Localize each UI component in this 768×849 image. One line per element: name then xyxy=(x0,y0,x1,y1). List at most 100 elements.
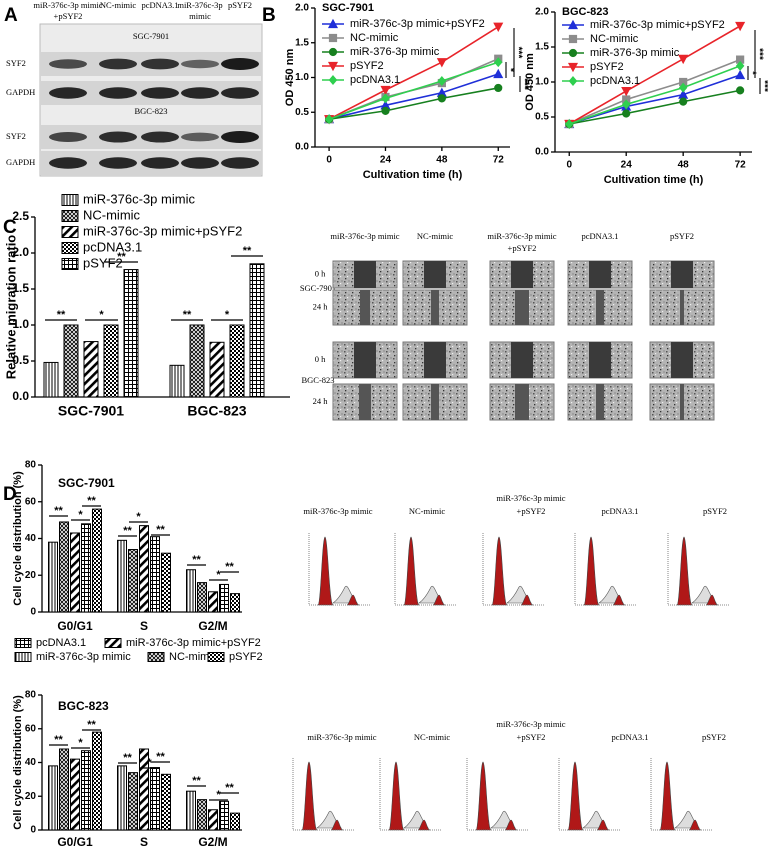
blot-band xyxy=(141,157,179,169)
marker xyxy=(327,61,339,72)
chart-title: BGC-823 xyxy=(58,699,109,713)
flow-column-label: NC-mimic xyxy=(414,732,451,742)
bar xyxy=(81,750,91,831)
legend-label: pcDNA3.1 xyxy=(36,637,86,649)
y-tick-label: 20 xyxy=(25,791,37,802)
y-tick-label: 40 xyxy=(25,533,37,544)
wound-group-label: SGC-7901 xyxy=(300,283,336,293)
y-tick-label: 80 xyxy=(25,690,37,701)
bar xyxy=(249,263,265,398)
x-tick-label: 72 xyxy=(493,155,505,166)
wound-gap xyxy=(680,290,684,325)
flow-g2-peak xyxy=(417,819,431,831)
legend-label: miR-376c-3p mimic xyxy=(83,191,195,206)
wound-row-label: 24 h xyxy=(313,301,329,311)
wound-gap xyxy=(424,342,446,378)
y-tick-label: 60 xyxy=(25,723,37,734)
flow-g2-peak xyxy=(504,819,518,831)
x-tick-label: 72 xyxy=(735,160,747,171)
significance-label: ** xyxy=(192,554,201,566)
flow-g1-peak xyxy=(659,761,676,831)
y-tick-label: 0.0 xyxy=(295,142,309,153)
marker xyxy=(567,19,579,30)
marker xyxy=(622,109,631,118)
y-axis-label: Cell cycle distribution (%) xyxy=(12,695,24,830)
marker xyxy=(328,33,338,43)
significance-label: *** xyxy=(518,78,529,90)
marker xyxy=(568,76,578,86)
bar xyxy=(63,324,79,398)
legend-label: pcDNA3.1 xyxy=(590,75,640,87)
wound-gap xyxy=(511,342,533,378)
bar xyxy=(161,552,171,613)
blot-section-title: BGC-823 xyxy=(134,106,167,116)
blot-band xyxy=(141,131,179,143)
significance-label: * xyxy=(136,511,141,523)
flow-axes xyxy=(650,758,713,831)
wound-gap xyxy=(431,384,439,420)
bar xyxy=(230,812,240,831)
series-line xyxy=(568,58,741,125)
bar xyxy=(150,767,160,831)
bar xyxy=(123,269,139,398)
significance-label: * xyxy=(216,569,221,581)
bar xyxy=(229,324,245,398)
blot-column-label: +pSYF2 xyxy=(54,11,83,21)
significance-label: ** xyxy=(54,734,63,746)
flow-g2-peak xyxy=(705,594,719,606)
blot-band xyxy=(181,132,219,142)
bar xyxy=(219,583,229,613)
bar xyxy=(48,541,58,613)
wound-column-label: miR-376c-3p mimic xyxy=(487,231,556,241)
bar xyxy=(197,799,207,831)
flow-g2-peak xyxy=(520,594,534,606)
wound-gap xyxy=(511,261,533,288)
bar xyxy=(128,772,138,831)
wound-gap xyxy=(515,290,529,325)
legend-label: miR-376c-3p mimic+pSYF2 xyxy=(590,19,725,31)
chart-title: BGC-823 xyxy=(562,6,608,18)
significance-label: ** xyxy=(225,561,234,573)
x-axis-label: Cultivation time (h) xyxy=(363,169,463,181)
y-axis-label: OD 450 nm xyxy=(524,53,536,111)
y-tick-label: 0.5 xyxy=(295,107,309,118)
legend-label: pSYF2 xyxy=(590,61,624,73)
blot-row-label: GAPDH xyxy=(6,87,35,97)
significance-label: * xyxy=(78,509,83,521)
x-tick-label: BGC-823 xyxy=(187,403,246,419)
marker xyxy=(678,54,689,65)
marker xyxy=(621,87,632,97)
significance-label: *** xyxy=(753,48,764,60)
y-tick-label: 2.5 xyxy=(12,209,29,223)
blot-column-label: miR-376c-3p xyxy=(177,0,222,10)
wound-gap xyxy=(360,290,370,325)
y-tick-label: 0.5 xyxy=(12,353,29,367)
y-tick-label: 1.5 xyxy=(295,37,309,48)
series-line xyxy=(328,26,499,120)
significance-label: ** xyxy=(123,525,132,537)
marker xyxy=(678,82,688,93)
x-tick-label: SGC-7901 xyxy=(58,403,124,419)
significance-label: * xyxy=(78,737,83,749)
blot-band xyxy=(99,157,137,169)
wound-row-label: 24 h xyxy=(313,396,329,406)
y-tick-label: 2.0 xyxy=(295,3,309,14)
significance-label: * xyxy=(216,789,221,801)
series-line xyxy=(569,74,741,125)
flow-g2-peak xyxy=(596,819,610,831)
marker xyxy=(735,69,746,80)
significance-label: *** xyxy=(512,47,523,59)
legend-label: pSYF2 xyxy=(350,60,384,72)
bar xyxy=(150,536,160,613)
marker xyxy=(564,119,574,129)
blot-band xyxy=(99,58,137,70)
significance-label: ** xyxy=(57,309,66,321)
bar xyxy=(128,549,138,613)
y-tick-label: 0 xyxy=(30,825,36,836)
panel-label: C xyxy=(3,217,17,238)
y-axis-label: Relative migration ratio xyxy=(3,235,18,380)
flow-g1-peak xyxy=(475,761,492,831)
marker xyxy=(328,47,338,57)
marker xyxy=(494,83,503,93)
